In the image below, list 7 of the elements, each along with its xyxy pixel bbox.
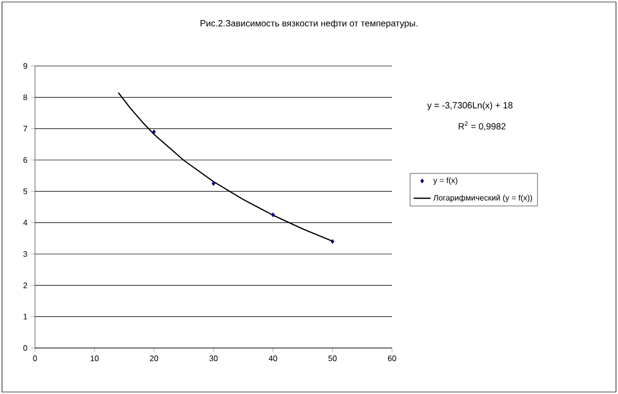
point — [271, 212, 275, 218]
point — [330, 239, 334, 244]
chart-title: Рис.2.Зависимость вязкости нефти от температуры. — [200, 20, 418, 28]
point — [152, 129, 156, 134]
text: R$^{2}$ = 0,9982 — [458, 121, 506, 131]
text: y = -3,7306Ln(x) + 18 — [427, 102, 512, 110]
point — [212, 181, 216, 186]
